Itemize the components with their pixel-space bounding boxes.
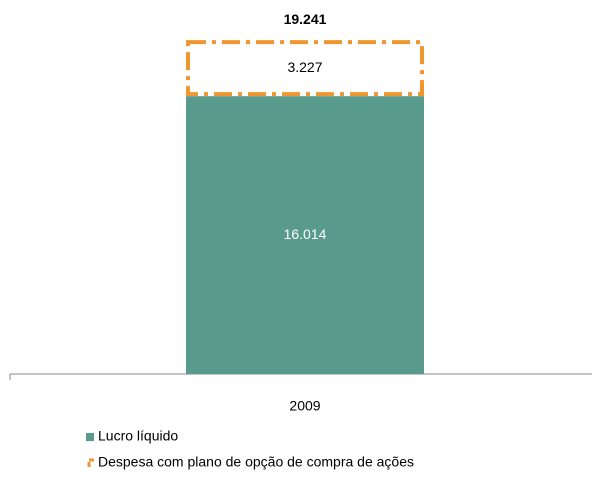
bar-segment [186,40,424,97]
value-label: 16.014 [284,226,327,242]
legend-label: Despesa com plano de opção de compra de … [98,454,414,470]
bar-segment [186,96,424,374]
total-label: 19.241 [284,11,327,27]
value-label: 3.227 [287,59,322,75]
legend-swatch [86,433,94,441]
x-tick-label: 2009 [289,398,320,414]
legend-label: Lucro líquido [98,428,178,444]
legend-swatch [87,458,95,467]
